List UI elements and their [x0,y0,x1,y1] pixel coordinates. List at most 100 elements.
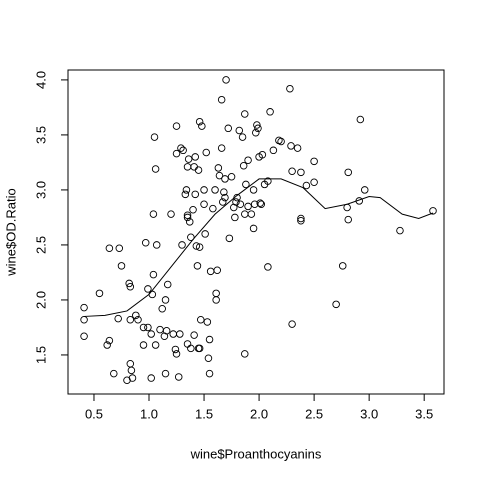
y-tick-label: 2.0 [33,291,48,309]
point [256,199,264,207]
point [126,359,135,368]
point [80,315,88,324]
point [148,290,157,299]
point [247,210,256,218]
point [222,76,230,84]
point [249,224,258,233]
point [264,177,272,185]
x-tick-label: 1.5 [195,406,213,421]
point [238,133,247,141]
point [288,167,296,175]
point [161,369,170,378]
point [191,153,199,161]
point [183,211,192,219]
point [231,213,239,222]
point [205,335,214,344]
point [429,207,437,215]
point [172,149,181,158]
point [139,323,148,332]
point [241,210,249,218]
point [189,205,197,214]
point [214,164,223,172]
point [195,117,204,126]
point [132,311,140,320]
point [117,262,126,270]
point [128,374,137,382]
point [244,202,252,211]
point [264,263,272,271]
point [286,84,294,93]
point [225,234,234,243]
y-tick-label: 1.5 [33,346,48,364]
point [195,243,204,251]
point [360,186,369,194]
x-tick-label: 3.5 [415,406,433,421]
point [125,279,133,288]
point [158,304,166,313]
point [253,121,261,129]
point [185,218,194,226]
point [205,369,214,378]
point [192,242,201,250]
point [126,282,135,291]
point [195,344,204,353]
point [95,289,104,298]
point [302,181,311,190]
point [244,156,252,164]
point [310,178,318,186]
y-tick-label: 3.0 [33,181,48,199]
point [134,315,142,324]
point [179,146,187,155]
point [220,188,228,196]
point [147,374,155,382]
point [297,216,305,225]
point [277,137,285,146]
point [254,124,262,133]
point [209,204,217,213]
point [193,262,202,270]
y-tick-label: 4.0 [33,71,48,89]
point [141,238,150,247]
x-tick-label: 2.0 [250,406,268,421]
point [287,142,295,150]
plot-frame [67,69,445,395]
x-tick-label: 2.5 [305,406,323,421]
point [221,193,229,202]
point [213,266,222,274]
point [177,144,185,152]
point [344,168,352,177]
point [144,285,152,293]
point [151,341,160,349]
point [232,198,240,206]
point [204,354,213,362]
point [194,166,203,174]
point [221,175,229,183]
point [356,115,365,124]
point [183,163,192,171]
point [190,163,198,171]
point [198,122,206,130]
point [162,326,171,335]
point [105,244,114,252]
point [178,241,186,249]
point [187,344,195,353]
point [203,318,212,326]
point [144,323,152,332]
point [172,350,181,358]
point [161,296,170,304]
point [80,332,88,340]
point [126,315,135,324]
point [288,320,296,328]
point [297,168,305,177]
y-tick-label: 2.5 [33,236,48,254]
point [176,330,184,338]
point [103,341,111,349]
point [163,280,172,289]
point [217,144,226,152]
point [249,186,258,194]
point [310,157,318,166]
point [344,215,352,224]
point [338,262,347,270]
point [201,230,209,238]
point [269,146,278,155]
